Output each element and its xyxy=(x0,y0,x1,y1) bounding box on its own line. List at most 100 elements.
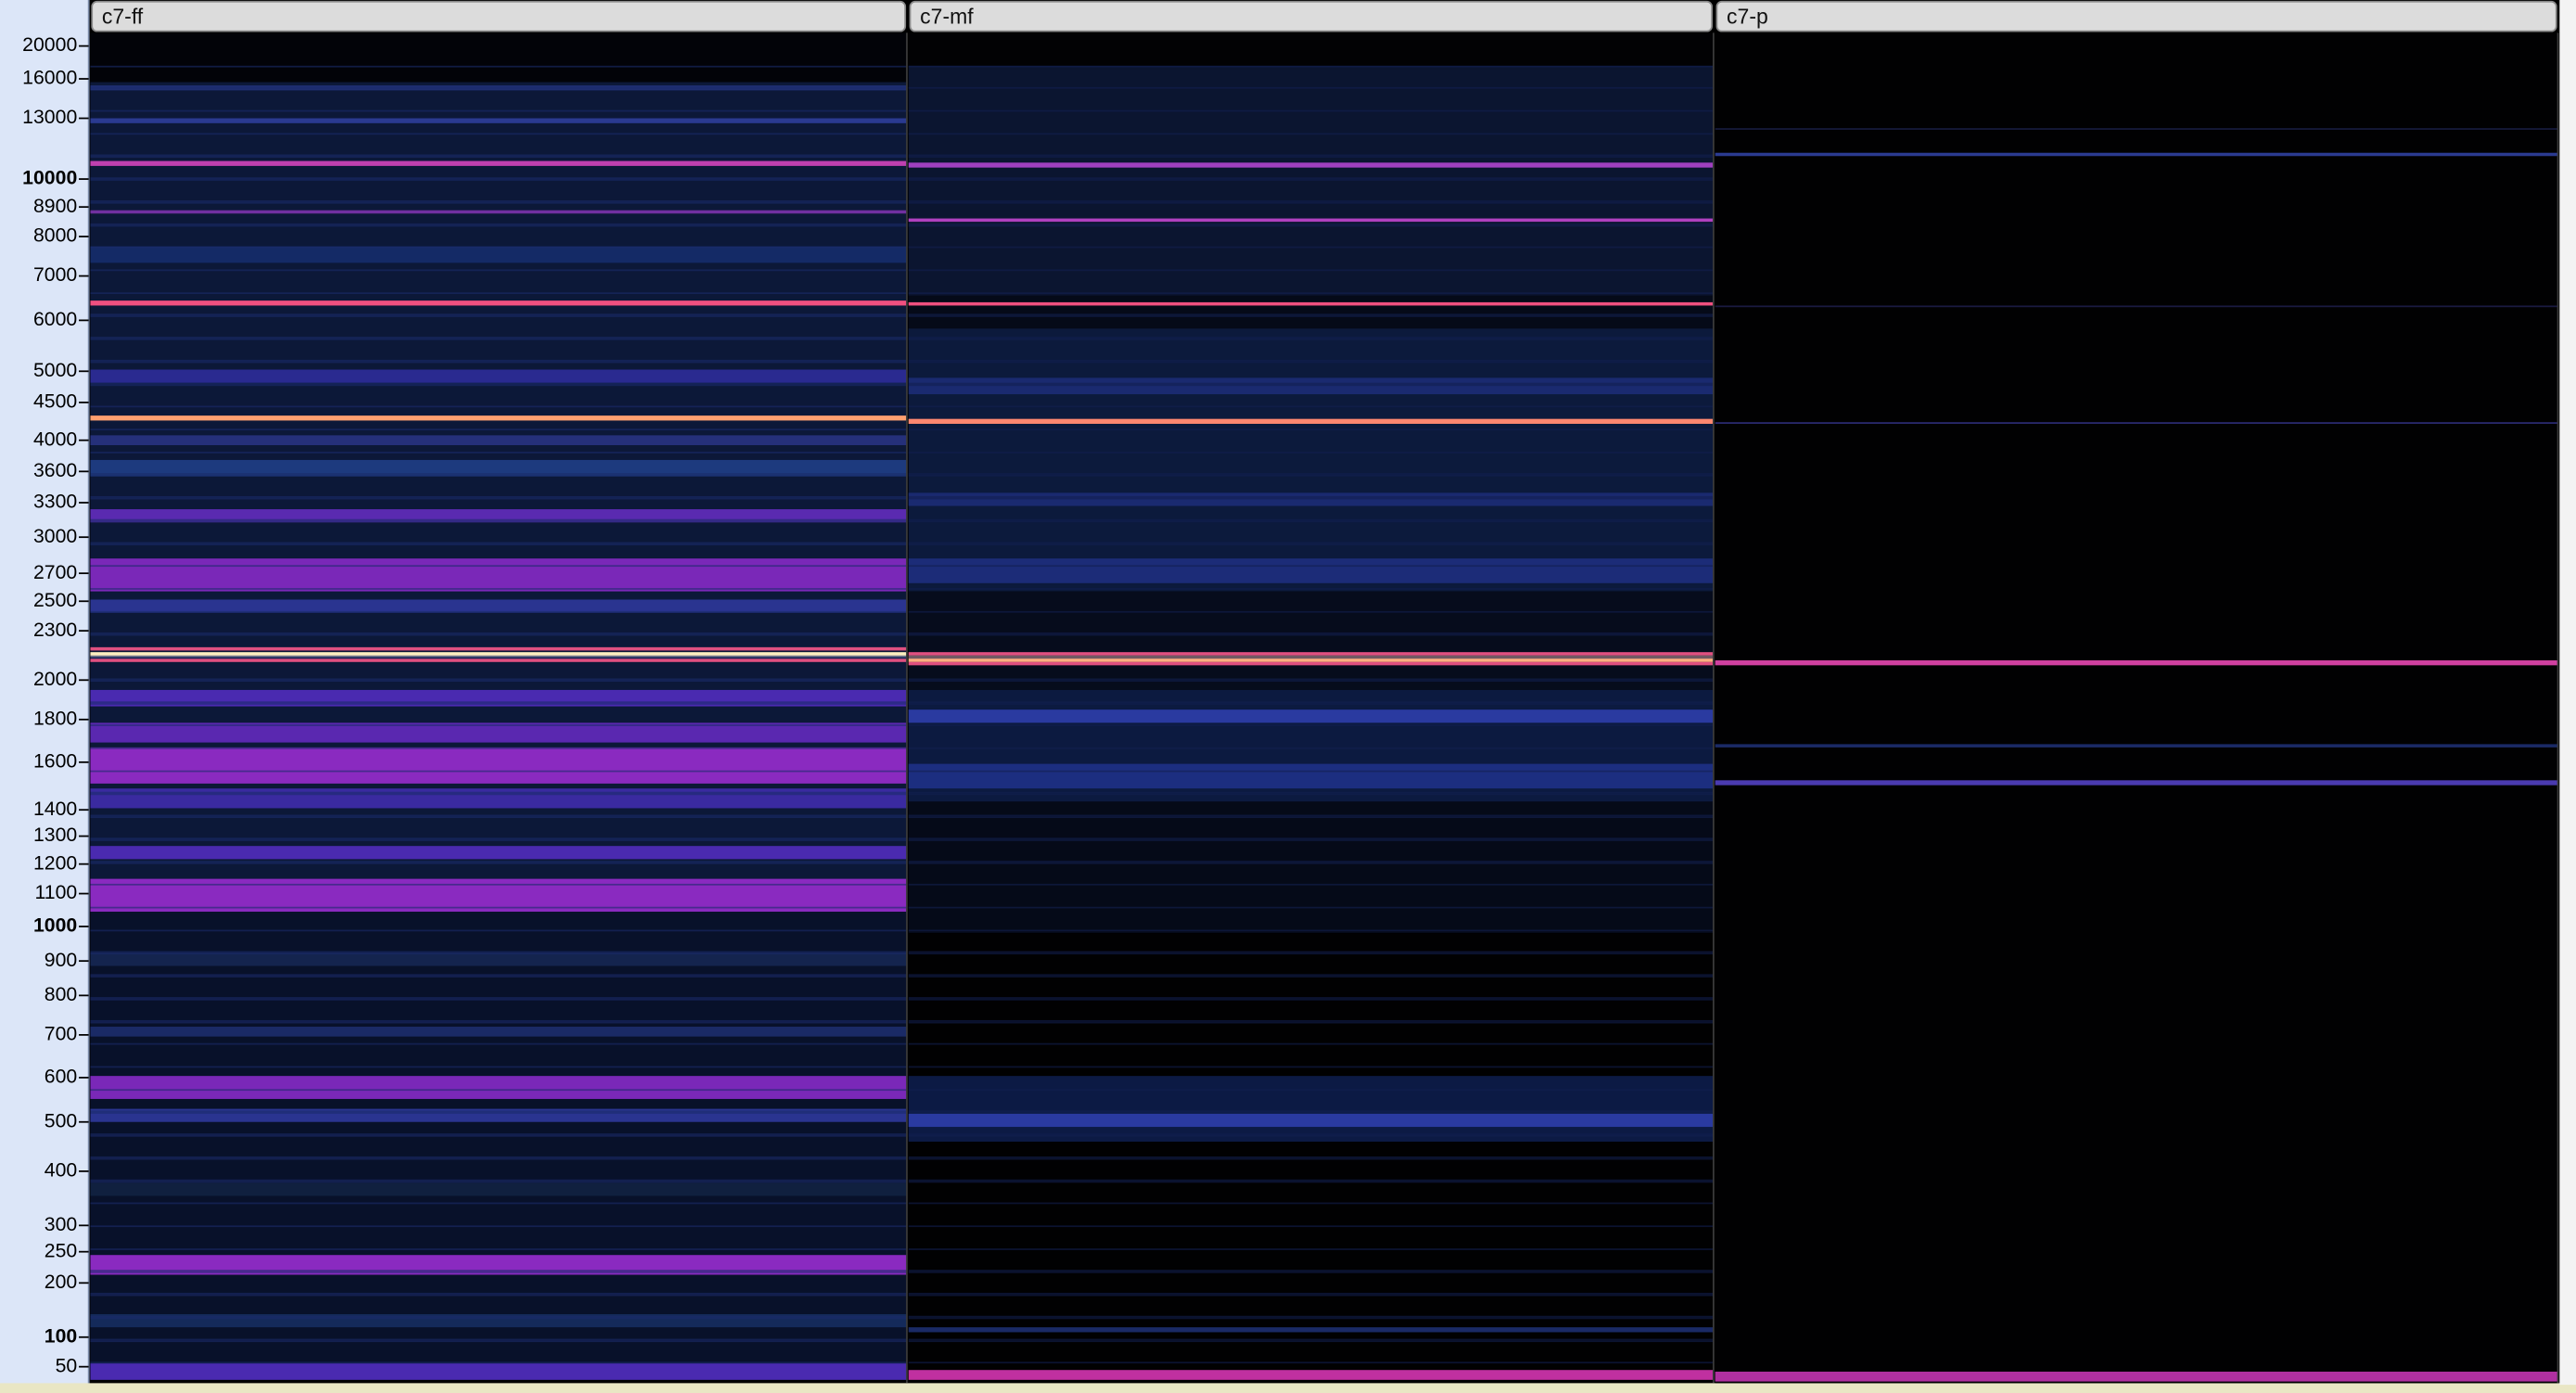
spectrogram-line xyxy=(908,201,1714,204)
spectrogram-line xyxy=(908,565,1714,568)
spectrogram-line xyxy=(908,543,1714,546)
tick-label: 4000 xyxy=(33,428,77,450)
spectrogram-line xyxy=(90,997,907,999)
spectrogram-line xyxy=(908,65,1714,68)
tick-label: 16000 xyxy=(22,67,77,89)
spectrogram-line xyxy=(90,976,907,978)
spectrogram-line xyxy=(908,497,1714,500)
spectrogram-line xyxy=(908,269,1714,272)
tick-label: 7000 xyxy=(33,263,77,286)
tick-label: 1100 xyxy=(35,881,78,903)
spectrogram-band xyxy=(908,1370,1714,1380)
spectrogram-line xyxy=(908,359,1714,362)
spectrogram-line xyxy=(908,680,1714,683)
spectrogram-line xyxy=(908,747,1714,749)
spectrogram-band xyxy=(90,1076,907,1099)
spectrogram-band xyxy=(908,1327,1714,1333)
spectrogram-line xyxy=(908,1292,1714,1295)
tick-label: 1800 xyxy=(33,707,77,729)
spectrogram-line xyxy=(908,724,1714,726)
clip-tab[interactable] xyxy=(1715,0,2557,32)
tick-label: 800 xyxy=(45,983,77,1005)
spectrogram-band xyxy=(908,1113,1714,1128)
tick-label: 20000 xyxy=(22,33,77,56)
spectrogram-band xyxy=(908,218,1714,223)
spectrogram-line xyxy=(908,156,1714,159)
spectrogram-band xyxy=(90,118,907,123)
spectrogram-line xyxy=(908,906,1714,909)
spectrogram-line xyxy=(90,133,907,135)
spectrogram-line xyxy=(908,839,1714,841)
spectrogram-line xyxy=(908,133,1714,135)
spectrogram-line xyxy=(90,1179,907,1182)
spectrogram-line xyxy=(90,223,907,225)
spectrogram-line xyxy=(90,1066,907,1068)
spectrogram-line xyxy=(90,906,907,909)
tick-label: 2700 xyxy=(33,561,77,583)
spectrogram-line xyxy=(90,1112,907,1114)
spectrogram-line xyxy=(90,542,907,544)
spectrogram-line xyxy=(90,452,907,454)
spectrogram-line xyxy=(90,474,907,477)
spectrogram-band xyxy=(908,301,1714,306)
spectrogram-band xyxy=(908,295,1714,329)
spectrogram-line xyxy=(90,610,907,613)
spectrogram-line xyxy=(908,382,1714,385)
tick-label: 1000 xyxy=(33,914,77,937)
spectrogram-band xyxy=(908,709,1714,723)
spectrogram-band xyxy=(90,415,907,421)
spectrogram-line xyxy=(90,382,907,385)
spectrogram-line xyxy=(908,1294,1714,1297)
spectrogram-line xyxy=(90,837,907,840)
spectrogram-line xyxy=(90,1202,907,1205)
spectrogram-line xyxy=(90,632,907,634)
spectrogram-line xyxy=(908,223,1714,225)
spectrogram-line xyxy=(908,976,1714,978)
spectrogram-line xyxy=(90,428,907,431)
spectrogram-line xyxy=(90,974,907,977)
spectrogram-line xyxy=(908,473,1714,475)
spectrogram-band xyxy=(90,32,907,83)
spectrogram-line xyxy=(90,520,907,523)
spectrogram-line xyxy=(908,1066,1714,1068)
spectrogram-band xyxy=(1715,128,2558,130)
spectrogram-line xyxy=(908,495,1714,498)
clip-tab[interactable] xyxy=(909,0,1713,32)
spectrogram-line xyxy=(908,791,1714,794)
spectrogram-line xyxy=(908,1248,1714,1250)
spectrogram-band xyxy=(908,558,1714,583)
spectrogram-line xyxy=(908,1019,1714,1022)
spectrogram-line xyxy=(90,1133,907,1135)
tick-label: 13000 xyxy=(22,106,77,128)
tick-label: 3300 xyxy=(33,491,77,513)
tick-label: 1600 xyxy=(33,749,77,772)
tick-label: 700 xyxy=(45,1022,77,1044)
clip-tab[interactable] xyxy=(91,0,907,32)
spectrogram-line xyxy=(90,793,907,796)
spectrogram-line xyxy=(90,518,907,521)
spectrogram-line xyxy=(90,929,907,932)
spectrogram-line xyxy=(908,997,1714,999)
clips: c7-ff c7-mf c7-p xyxy=(90,0,2559,1384)
spectrogram-band xyxy=(90,210,907,214)
tick-label: 2000 xyxy=(33,668,77,690)
spectrogram-line xyxy=(908,1134,1714,1137)
spectrogram-line xyxy=(90,292,907,295)
spectrogram-line xyxy=(908,1021,1714,1024)
spectrogram-line xyxy=(90,998,907,1001)
spectrogram-line xyxy=(90,179,907,181)
spectrogram-line xyxy=(90,565,907,568)
spectrogram-band xyxy=(90,558,907,592)
spectrogram-line xyxy=(90,86,907,89)
spectrogram-line xyxy=(908,952,1714,955)
spectrogram-line xyxy=(908,1271,1714,1273)
spectrogram-band xyxy=(1715,152,2558,157)
spectrogram-line xyxy=(90,1271,907,1273)
spectrogram-line xyxy=(90,791,907,794)
spectrogram-band xyxy=(908,591,1714,690)
spectrogram-line xyxy=(90,1042,907,1045)
spectrogram-line xyxy=(908,1340,1714,1343)
spectrogram-band xyxy=(908,162,1714,168)
spectrogram-line xyxy=(908,338,1714,340)
spectrogram-line xyxy=(90,201,907,204)
